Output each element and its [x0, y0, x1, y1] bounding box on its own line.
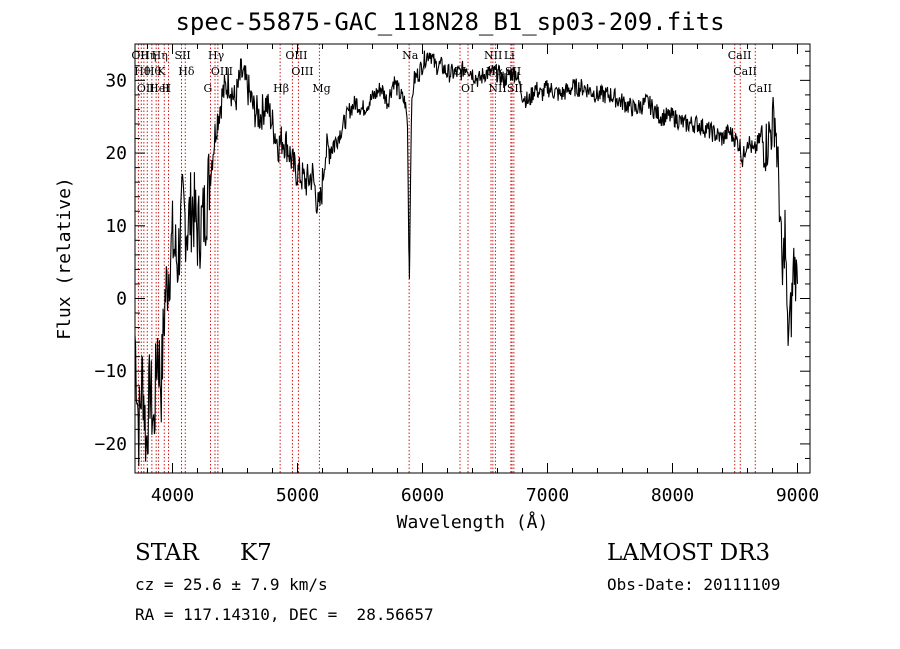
- x-tick-label: 7000: [526, 485, 569, 506]
- line-label: OII: [131, 49, 149, 62]
- object-class: STAR: [135, 540, 199, 566]
- line-label: Hδ: [178, 65, 195, 78]
- y-axis-label: Flux (relative): [54, 177, 75, 340]
- line-label: NII: [488, 82, 506, 95]
- line-label: NII: [484, 49, 502, 62]
- line-label: K: [157, 65, 166, 78]
- line-label: OIII: [291, 65, 313, 78]
- coords-label: RA = 117.14310, DEC = 28.56657: [135, 605, 434, 624]
- redshift-label: cz = 25.6 ± 7.9 km/s: [135, 575, 328, 594]
- line-label: Hγ: [208, 49, 225, 62]
- line-label: Na: [402, 49, 419, 62]
- obs-date-label: Obs-Date: 20111109: [607, 575, 781, 594]
- line-label: OIII: [285, 49, 307, 62]
- line-label: OIII: [211, 65, 233, 78]
- line-label: Hη: [152, 49, 168, 62]
- line-label: Hη: [140, 49, 156, 62]
- object-subclass: K7: [240, 540, 272, 566]
- x-tick-label: 9000: [776, 485, 819, 506]
- line-label: OII: [137, 82, 155, 95]
- y-tick-label: 0: [116, 288, 127, 309]
- line-label: Hθ: [145, 65, 162, 78]
- line-label: SII: [175, 49, 191, 62]
- line-label: Mg: [312, 82, 330, 95]
- y-tick-label: 20: [105, 143, 127, 164]
- line-label: OI: [461, 82, 474, 95]
- x-tick-label: 4000: [151, 485, 194, 506]
- line-label: CaII: [748, 82, 772, 95]
- line-label: H: [162, 82, 172, 95]
- line-label: Hβ: [273, 82, 289, 95]
- x-axis-label: Wavelength (Å): [397, 511, 549, 533]
- y-tick-label: 30: [105, 70, 127, 91]
- y-tick-label: 10: [105, 216, 127, 237]
- line-label: G: [204, 82, 213, 95]
- survey-label: LAMOST DR3: [607, 540, 771, 566]
- spectrum-line: [134, 50, 799, 467]
- line-label: Li: [504, 49, 515, 62]
- line-label: SII: [507, 82, 523, 95]
- x-tick-label: 8000: [651, 485, 694, 506]
- line-label: HeI: [149, 82, 169, 95]
- y-tick-label: −20: [94, 434, 127, 455]
- line-label: CaII: [733, 65, 757, 78]
- x-tick-label: 5000: [276, 485, 319, 506]
- line-label: Hθ: [134, 65, 151, 78]
- chart-title: spec-55875-GAC_118N28_B1_sp03-209.fits: [175, 8, 725, 36]
- y-tick-label: −10: [94, 361, 127, 382]
- x-tick-label: 6000: [401, 485, 444, 506]
- line-label: CaII: [728, 49, 752, 62]
